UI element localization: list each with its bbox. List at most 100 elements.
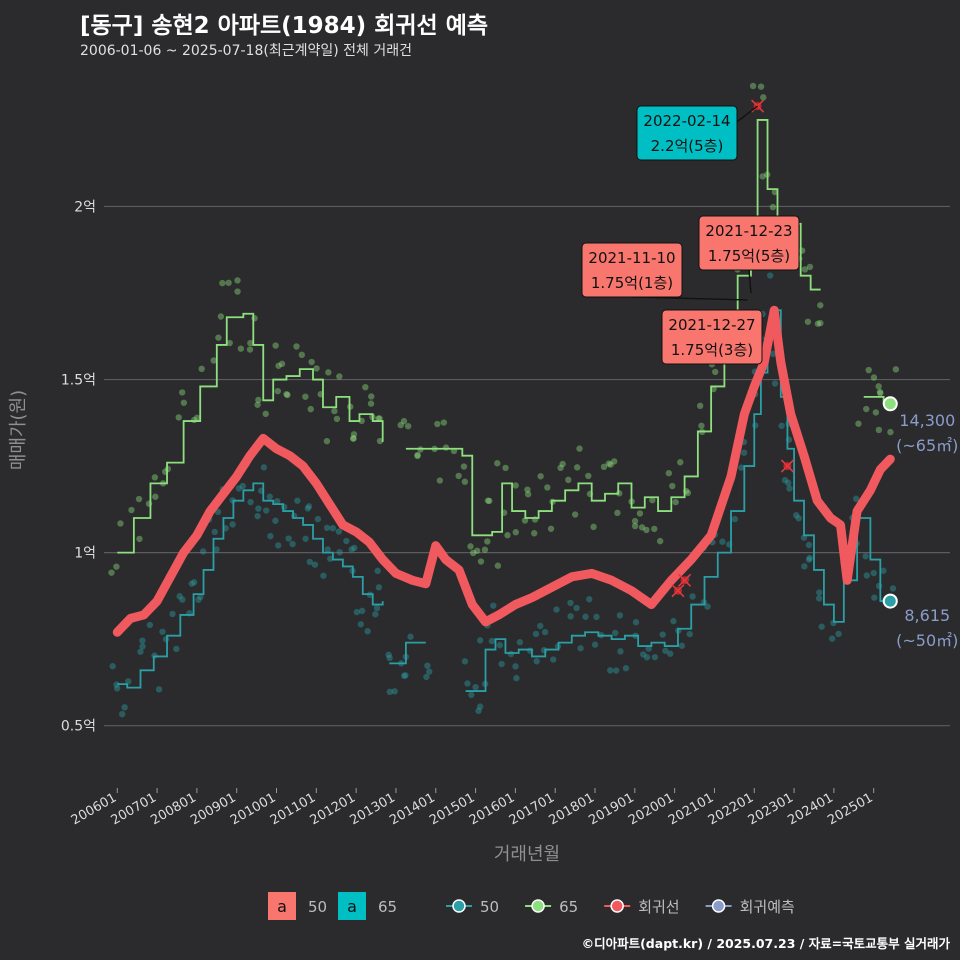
- transaction-point: [512, 482, 519, 489]
- transaction-point: [311, 561, 319, 568]
- legend-line-label: 회귀예측: [740, 898, 795, 916]
- transaction-point: [567, 599, 574, 607]
- transaction-point: [643, 526, 650, 534]
- transaction-point: [266, 493, 273, 500]
- regression-line: [112, 305, 895, 637]
- transaction-point: [325, 369, 332, 376]
- transaction-point: [386, 688, 393, 696]
- transaction-point: [274, 498, 281, 505]
- prediction-value: 14,300: [899, 411, 955, 430]
- transaction-point: [289, 540, 296, 548]
- transaction-point: [314, 515, 322, 523]
- transaction-point: [669, 482, 676, 490]
- transaction-point: [333, 415, 341, 423]
- series-line-50: [117, 482, 384, 689]
- series-line-50: [389, 641, 426, 665]
- transaction-point: [353, 608, 361, 616]
- transaction-point: [816, 589, 823, 596]
- transaction-point: [537, 473, 544, 480]
- transaction-point: [670, 617, 677, 625]
- transaction-point: [368, 393, 375, 400]
- transaction-point: [571, 511, 579, 518]
- transaction-point: [795, 515, 802, 522]
- transaction-point: [828, 635, 836, 642]
- transaction-point: [375, 584, 383, 591]
- x-tick-label: 202501: [825, 790, 875, 828]
- transaction-point: [880, 567, 887, 574]
- transaction-point: [298, 351, 306, 359]
- transaction-point: [862, 553, 869, 560]
- transaction-point: [781, 476, 789, 484]
- transaction-point: [254, 512, 261, 520]
- transaction-point: [284, 391, 291, 399]
- transaction-point: [343, 537, 350, 545]
- transaction-point: [117, 520, 124, 527]
- transaction-point: [778, 422, 785, 430]
- transaction-point: [152, 493, 159, 500]
- transaction-point: [614, 509, 621, 517]
- transaction-point: [151, 474, 159, 481]
- transaction-point: [304, 505, 312, 512]
- transaction-point: [698, 422, 705, 429]
- transaction-point: [199, 548, 207, 555]
- transaction-point: [600, 463, 608, 471]
- legend-fill-label: 50: [308, 898, 327, 916]
- transaction-point: [537, 622, 544, 630]
- transaction-point: [274, 387, 281, 395]
- annotation-price: 1.75억(3층): [671, 341, 753, 359]
- transaction-point: [476, 637, 484, 644]
- transaction-point: [877, 390, 884, 397]
- transaction-point: [247, 339, 254, 347]
- transaction-point: [704, 603, 711, 610]
- transaction-point: [667, 650, 674, 657]
- transaction-point: [876, 388, 884, 396]
- transaction-point: [226, 339, 233, 347]
- transaction-point: [769, 350, 777, 358]
- transaction-point: [738, 464, 745, 471]
- transaction-point: [804, 318, 812, 325]
- transaction-point: [512, 663, 519, 670]
- transaction-point: [414, 451, 421, 459]
- transaction-point: [263, 507, 270, 514]
- transaction-point: [591, 641, 599, 648]
- transaction-point: [211, 528, 218, 536]
- transaction-point: [367, 400, 375, 407]
- transaction-point: [350, 435, 357, 442]
- transaction-point: [188, 580, 195, 587]
- transaction-point: [801, 563, 808, 570]
- legend-dot: [711, 899, 726, 913]
- transaction-point: [805, 541, 813, 549]
- transaction-point: [108, 569, 115, 576]
- transaction-point: [146, 621, 154, 629]
- transaction-point: [424, 662, 431, 669]
- transaction-point: [815, 595, 823, 602]
- transaction-point: [468, 691, 475, 699]
- transaction-point: [875, 383, 882, 390]
- transaction-point: [136, 535, 143, 543]
- transaction-point: [656, 537, 664, 545]
- transaction-point: [550, 656, 557, 663]
- transaction-point: [605, 460, 613, 467]
- annotation-box: [661, 309, 763, 365]
- transaction-point: [541, 628, 549, 636]
- transaction-point: [696, 402, 704, 410]
- transaction-point: [611, 458, 618, 465]
- series-line-65: [117, 312, 384, 554]
- transaction-point: [461, 478, 469, 485]
- transaction-point: [814, 320, 822, 327]
- transaction-point: [255, 396, 262, 404]
- y-tick-label: 1.5억: [61, 373, 96, 389]
- transaction-point: [272, 517, 279, 524]
- transaction-point: [460, 463, 468, 470]
- transaction-point: [305, 503, 313, 510]
- transaction-point: [586, 596, 593, 603]
- transaction-point: [357, 621, 365, 628]
- transaction-point: [294, 497, 301, 504]
- transaction-point: [376, 437, 384, 445]
- annotation-date: 2022-02-14: [643, 112, 730, 130]
- legend-dot: [610, 899, 624, 913]
- transaction-point: [215, 334, 222, 341]
- transaction-point: [855, 420, 862, 427]
- legend-fill-key-text: a: [277, 897, 287, 916]
